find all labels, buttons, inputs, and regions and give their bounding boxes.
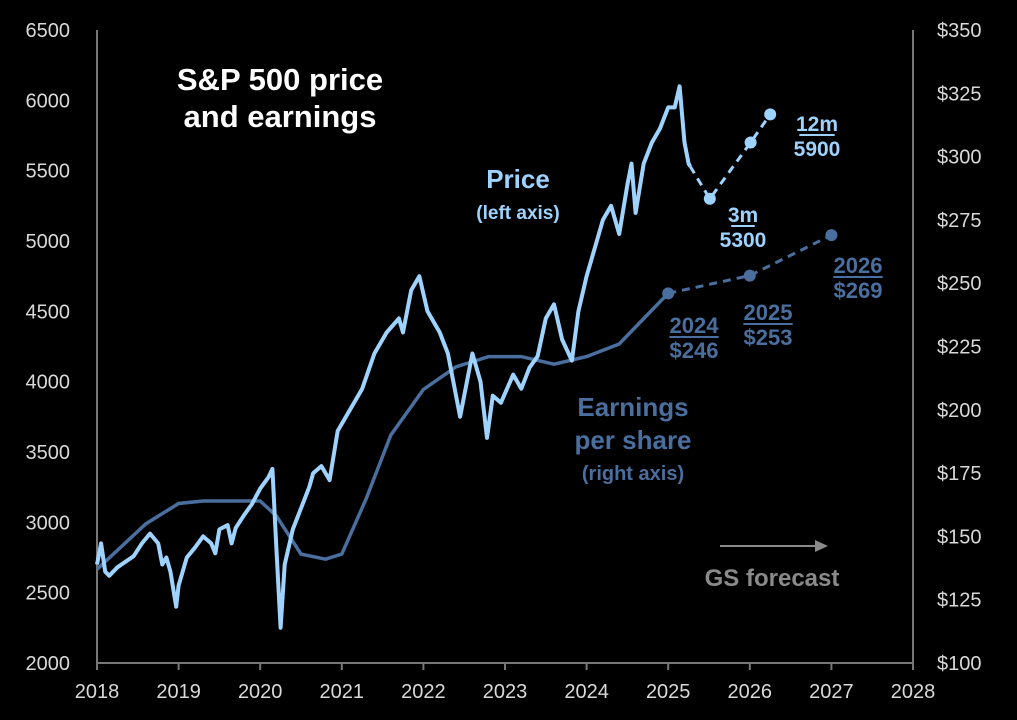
price-forecast-point <box>764 108 777 121</box>
left-tick-label: 5000 <box>26 231 71 253</box>
price-forecast-point <box>703 192 716 205</box>
right-tick-label: $125 <box>937 590 982 612</box>
forecast-label-bottom: 5900 <box>794 138 841 161</box>
x-tick-label: 2021 <box>320 681 365 703</box>
left-tick-label: 4500 <box>26 301 71 323</box>
eps-forecast-point <box>662 287 675 300</box>
eps-forecast-point <box>743 269 756 282</box>
forecast-label-top: 2026 <box>834 253 883 278</box>
left-tick-label: 6500 <box>26 20 71 42</box>
price-series-label: Price <box>486 164 550 194</box>
right-tick-label: $325 <box>937 83 982 105</box>
price-forecast-line <box>688 113 772 202</box>
price-forecast-point <box>744 136 757 149</box>
right-tick-label: $100 <box>937 653 982 675</box>
forecast-label-bottom: $246 <box>670 338 719 363</box>
eps-forecast-point <box>825 229 838 242</box>
eps-forecast-line <box>667 233 833 295</box>
eps-series-label-line2: per share <box>574 425 691 455</box>
chart-title: S&P 500 price <box>177 62 383 97</box>
right-tick-label: $175 <box>937 463 982 485</box>
x-tick-label: 2019 <box>156 681 201 703</box>
left-tick-label: 4000 <box>26 372 71 394</box>
forecast-label-bottom: $253 <box>744 325 793 350</box>
right-tick-label: $275 <box>937 210 982 232</box>
x-tick-label: 2027 <box>809 681 854 703</box>
forecast-label-top: 2024 <box>670 313 720 338</box>
x-tick-label: 2024 <box>564 681 609 703</box>
price-series-line <box>95 84 692 630</box>
eps-series-sublabel: (right axis) <box>582 463 684 485</box>
x-tick-label: 2018 <box>75 681 120 703</box>
right-tick-label: $300 <box>937 147 982 169</box>
gs-forecast-label: GS forecast <box>705 565 840 592</box>
forecast-label-bottom: $269 <box>834 278 883 303</box>
forecast-label-top: 3m <box>728 204 758 227</box>
right-tick-label: $200 <box>937 400 982 422</box>
left-tick-label: 3500 <box>26 442 71 464</box>
x-tick-label: 2020 <box>238 681 283 703</box>
chart-title: and earnings <box>184 99 377 134</box>
eps-series-label-line1: Earnings <box>577 392 688 422</box>
x-tick-label: 2025 <box>646 681 691 703</box>
left-tick-label: 2000 <box>26 653 71 675</box>
forecast-label-top: 2025 <box>744 300 793 325</box>
x-tick-label: 2023 <box>483 681 528 703</box>
right-tick-label: $250 <box>937 273 982 295</box>
right-tick-label: $225 <box>937 337 982 359</box>
x-tick-label: 2022 <box>401 681 446 703</box>
forecast-arrow-icon <box>815 540 828 552</box>
forecast-label-bottom: 5300 <box>720 229 767 252</box>
left-tick-label: 3000 <box>26 512 71 534</box>
forecast-label-top: 12m <box>796 113 838 136</box>
price-series-sublabel: (left axis) <box>476 203 559 224</box>
x-tick-label: 2026 <box>728 681 773 703</box>
left-tick-label: 5500 <box>26 161 71 183</box>
right-tick-label: $150 <box>937 526 982 548</box>
right-tick-label: $350 <box>937 20 982 42</box>
x-tick-label: 2028 <box>891 681 936 703</box>
left-tick-label: 2500 <box>26 583 71 605</box>
left-tick-label: 6000 <box>26 90 71 112</box>
